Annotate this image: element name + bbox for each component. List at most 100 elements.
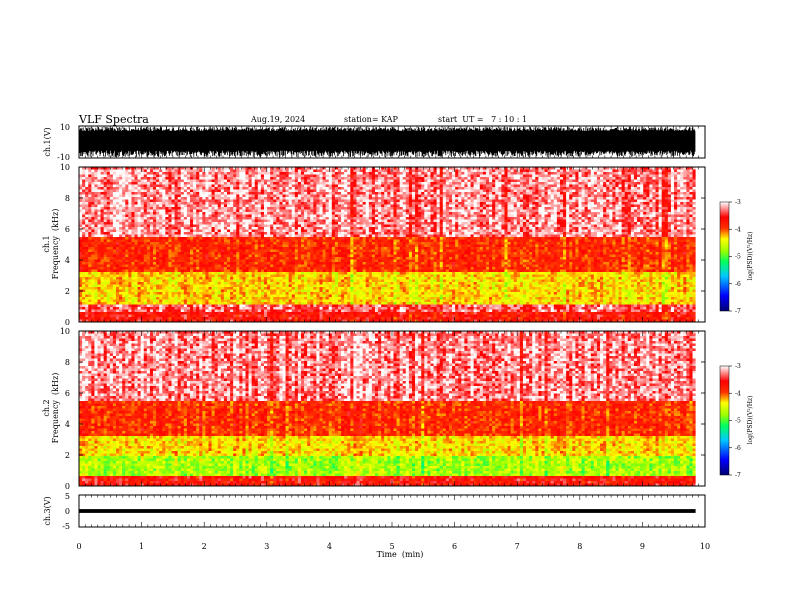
- spectrogram-cell: [455, 195, 458, 198]
- spectrogram-cell: [184, 190, 187, 193]
- spectrogram-cell: [535, 202, 538, 205]
- spectrogram-cell: [122, 187, 125, 190]
- spectrogram-cell: [449, 212, 452, 215]
- spectrogram-cell: [393, 225, 396, 228]
- spectrogram-cell: [452, 202, 455, 205]
- spectrogram-cell: [282, 227, 285, 230]
- spectrogram-cell: [372, 217, 375, 220]
- spectrogram-cell: [208, 210, 211, 213]
- spectrogram-cell: [304, 202, 307, 205]
- spectrogram-cell: [680, 182, 683, 185]
- spectrogram-cell: [319, 197, 322, 200]
- spectrogram-cell: [566, 220, 569, 223]
- spectrogram-cell: [119, 187, 122, 190]
- spectrogram-cell: [341, 200, 344, 203]
- spectrogram-cell: [353, 195, 356, 198]
- spectrogram-cell: [452, 210, 455, 213]
- spectrogram-cell: [412, 210, 415, 213]
- spectrogram-cell: [347, 192, 350, 195]
- spectrogram-cell: [175, 187, 178, 190]
- spectrogram-cell: [199, 185, 202, 188]
- spectrogram-cell: [418, 207, 421, 210]
- spectrogram-cell: [600, 172, 603, 175]
- spectrogram-cell: [501, 192, 504, 195]
- spectrogram-cell: [341, 185, 344, 188]
- ch1-ytick-bottom: -10: [57, 153, 70, 162]
- spectrogram-cell: [631, 192, 634, 195]
- spectrogram-cell: [282, 175, 285, 178]
- spectrogram-cell: [171, 220, 174, 223]
- spectrogram-cell: [387, 187, 390, 190]
- spectrogram-cell: [418, 205, 421, 208]
- spectrogram-cell: [147, 220, 150, 223]
- spectrogram-cell: [594, 217, 597, 220]
- spectrogram-cell: [307, 187, 310, 190]
- spectrogram-cell: [406, 207, 409, 210]
- spectrogram-cell: [594, 190, 597, 193]
- spectrogram-cell: [131, 197, 134, 200]
- spectrogram-cell: [181, 180, 184, 183]
- spectrogram-cell: [471, 197, 474, 200]
- spectrogram-cell: [363, 192, 366, 195]
- spectrogram-cell: [603, 212, 606, 215]
- spectrogram-cell: [270, 195, 273, 198]
- spectrogram-cell: [668, 185, 671, 188]
- spectrogram-cell: [252, 180, 255, 183]
- spectrogram-cell: [665, 177, 668, 180]
- spectrogram-cell: [656, 207, 659, 210]
- spectrogram-cell: [261, 207, 264, 210]
- spectrogram-cell: [443, 207, 446, 210]
- spectrogram-cell: [563, 195, 566, 198]
- spectrogram-cell: [400, 172, 403, 175]
- spectrogram-cell: [236, 175, 239, 178]
- spectrogram-cell: [144, 215, 147, 218]
- spectrogram-cell: [326, 225, 329, 228]
- spectrogram-cell: [603, 185, 606, 188]
- spectrogram-cell: [82, 210, 85, 213]
- spectrogram-cell: [498, 187, 501, 190]
- spectrogram-cell: [686, 207, 689, 210]
- spectrogram-cell: [181, 220, 184, 223]
- spectrogram-cell: [279, 172, 282, 175]
- spectrogram-cell: [538, 212, 541, 215]
- spectrogram-cell: [569, 215, 572, 218]
- spectrogram-cell: [532, 172, 535, 175]
- spectrogram-cell: [101, 180, 104, 183]
- spectrogram-cell: [517, 185, 520, 188]
- spectrogram-cell: [326, 222, 329, 225]
- spectrogram-cell: [175, 222, 178, 225]
- spectrogram-cell: [344, 212, 347, 215]
- spectrogram-cell: [674, 215, 677, 218]
- spectrogram-cell: [591, 180, 594, 183]
- spectrogram-cell: [175, 207, 178, 210]
- spectrogram-cell: [384, 227, 387, 230]
- spectrogram-cell: [91, 170, 94, 173]
- spectrogram-cell: [230, 197, 233, 200]
- spectrogram-cell: [144, 190, 147, 193]
- spectrogram-cell: [375, 175, 378, 178]
- spectrogram-cell: [85, 222, 88, 225]
- spectrogram-cell: [560, 185, 563, 188]
- spectrogram-cell: [329, 195, 332, 198]
- spectrogram-cell: [353, 177, 356, 180]
- spectrogram-cell: [187, 210, 190, 213]
- spectrogram-cell: [350, 202, 353, 205]
- station-label: station= KAP: [344, 115, 399, 124]
- spectrogram-cell: [384, 185, 387, 188]
- spectrogram-cell: [165, 170, 168, 173]
- spectrogram-cell: [181, 207, 184, 210]
- spectrogram-cell: [498, 207, 501, 210]
- spectrogram-cell: [538, 200, 541, 203]
- spectrogram-cell: [532, 197, 535, 200]
- spectrogram-cell: [455, 225, 458, 228]
- spectrogram-cell: [91, 220, 94, 223]
- spectrogram-cell: [656, 220, 659, 223]
- spectrogram-cell: [652, 192, 655, 195]
- spectrogram-cell: [101, 177, 104, 180]
- spectrogram-cell: [326, 227, 329, 230]
- spectrogram-cell: [689, 200, 692, 203]
- spectrogram-cell: [498, 192, 501, 195]
- spectrogram-cell: [255, 200, 258, 203]
- spectrogram-cell: [427, 195, 430, 198]
- spectrogram-cell: [249, 177, 252, 180]
